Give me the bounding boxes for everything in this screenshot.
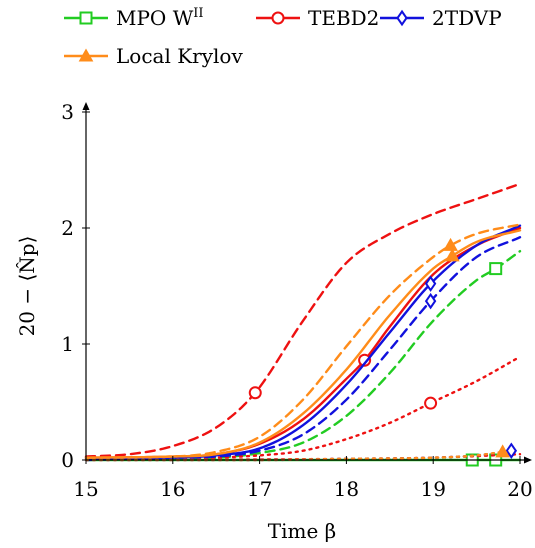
x-tick-label-0: 15 <box>73 477 98 501</box>
y-axis-label: 20 − ⟨N̂p⟩ <box>15 236 39 337</box>
legend-label-text-1: TEBD2 <box>308 6 379 30</box>
y-tick-label-0: 0 <box>61 448 74 472</box>
series-line-9 <box>84 229 522 459</box>
series-line-4 <box>84 355 522 462</box>
y-tick-label-2: 2 <box>61 216 74 240</box>
legend-label-2: 2TDVP <box>432 6 502 30</box>
y-tick-label-1: 1 <box>61 332 74 356</box>
legend-label-0: MPO WII <box>116 6 204 30</box>
legend-marker-1 <box>271 11 285 25</box>
series-marker-6-0 <box>424 275 437 292</box>
series-marker-10-0 <box>443 237 458 251</box>
y-axis-arrow <box>82 102 90 110</box>
axes <box>82 102 532 464</box>
y-tick-label-3: 3 <box>61 100 74 124</box>
x-tick-label-5: 20 <box>507 477 532 501</box>
legend-marker-2 <box>396 9 408 27</box>
legend-label-text-3: Local Krylov <box>116 44 243 68</box>
legend-label-text-2: 2TDVP <box>432 6 502 30</box>
legend-label-superscript-0: II <box>193 6 203 21</box>
series-marker-11-0 <box>495 444 510 458</box>
series-line-3 <box>84 182 522 458</box>
plot-lines <box>84 182 522 467</box>
x-axis-arrow <box>524 456 532 464</box>
x-tick-label-1: 16 <box>160 477 185 501</box>
x-tick-label-2: 17 <box>247 477 272 501</box>
series-marker-2-0 <box>358 353 372 367</box>
series-marker-4-0 <box>424 396 438 410</box>
ticks: 15 16 17 18 19 20 0 1 2 3 <box>61 100 532 501</box>
legend-label-text-0: MPO W <box>116 6 194 30</box>
legend: MPO WII TEBD2 2TDVP Local Krylov <box>64 6 502 68</box>
series-marker-1-0 <box>489 262 503 276</box>
series-marker-7-0 <box>424 292 437 310</box>
x-tick-label-3: 18 <box>334 477 359 501</box>
series-line-1 <box>84 250 522 462</box>
series-line-10 <box>84 223 522 459</box>
legend-marker-3 <box>78 48 94 62</box>
legend-marker-0 <box>79 11 93 25</box>
series-marker-8-0 <box>505 442 518 459</box>
legend-label-3: Local Krylov <box>116 44 243 68</box>
x-axis-label: Time β <box>268 519 336 543</box>
series-marker-3-0 <box>248 386 262 400</box>
legend-label-1: TEBD2 <box>308 6 379 30</box>
series-marker-9-0 <box>444 248 460 262</box>
x-tick-label-4: 19 <box>420 477 445 501</box>
